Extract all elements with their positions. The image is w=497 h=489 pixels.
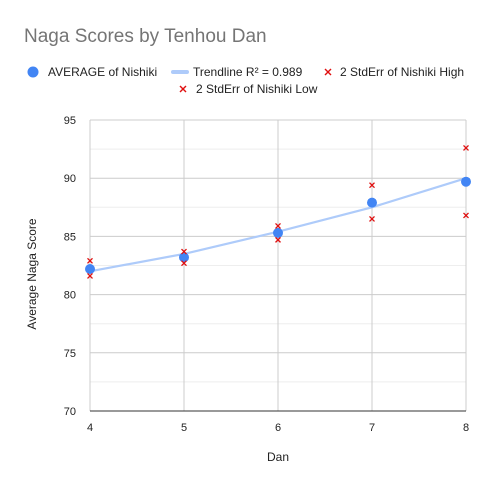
data-point-stderr[interactable] — [87, 273, 93, 279]
legend-label-trendline: Trendline R² = 0.989 — [193, 65, 303, 79]
data-point-average[interactable] — [179, 252, 189, 263]
y-tick-label: 75 — [64, 348, 76, 360]
data-point-stderr[interactable] — [369, 182, 375, 189]
x-tick-label: 5 — [181, 422, 187, 434]
data-point-stderr[interactable] — [463, 144, 469, 151]
legend-marker-x-low — [179, 85, 187, 93]
legend-marker-circle — [27, 66, 39, 78]
data-point-average[interactable] — [461, 176, 471, 187]
y-tick-label: 85 — [64, 231, 76, 243]
legend-item-average[interactable]: AVERAGE of Nishiki — [27, 65, 158, 79]
y-tick-label: 90 — [64, 173, 76, 185]
data-point-average[interactable] — [273, 227, 283, 238]
legend: AVERAGE of Nishiki Trendline R² = 0.989 … — [27, 65, 464, 96]
data-point-stderr[interactable] — [275, 236, 281, 243]
y-axis-title: Average Naga Score — [25, 218, 39, 330]
x-tick-label: 7 — [369, 422, 375, 434]
axes: 70 75 80 85 90 95 4 5 6 7 8 — [64, 115, 469, 434]
data-point-stderr[interactable] — [87, 257, 93, 264]
data-point-stderr[interactable] — [369, 215, 375, 222]
data-marks — [85, 144, 471, 279]
x-tick-label: 4 — [87, 422, 93, 434]
x-axis-title: Dan — [267, 450, 289, 464]
data-point-stderr[interactable] — [181, 260, 187, 267]
legend-marker-x-high — [324, 68, 332, 76]
chart-title: Naga Scores by Tenhou Dan — [24, 26, 267, 47]
legend-item-stderr-high[interactable]: 2 StdErr of Nishiki High — [324, 65, 464, 79]
y-tick-label: 70 — [64, 406, 76, 418]
y-tick-label: 95 — [64, 115, 76, 127]
data-point-stderr[interactable] — [463, 212, 469, 219]
legend-label-stderr-high: 2 StdErr of Nishiki High — [340, 65, 464, 79]
data-point-average[interactable] — [367, 197, 377, 208]
data-point-average[interactable] — [85, 263, 95, 274]
legend-item-stderr-low[interactable]: 2 StdErr of Nishiki Low — [179, 82, 318, 96]
legend-label-stderr-low: 2 StdErr of Nishiki Low — [196, 82, 318, 96]
data-point-stderr[interactable] — [181, 248, 187, 255]
data-point-stderr[interactable] — [275, 222, 281, 229]
x-tick-label: 8 — [463, 422, 469, 434]
legend-label-average: AVERAGE of Nishiki — [48, 65, 157, 79]
y-tick-label: 80 — [64, 290, 76, 302]
legend-item-trendline[interactable]: Trendline R² = 0.989 — [171, 65, 303, 79]
x-tick-label: 6 — [275, 422, 281, 434]
